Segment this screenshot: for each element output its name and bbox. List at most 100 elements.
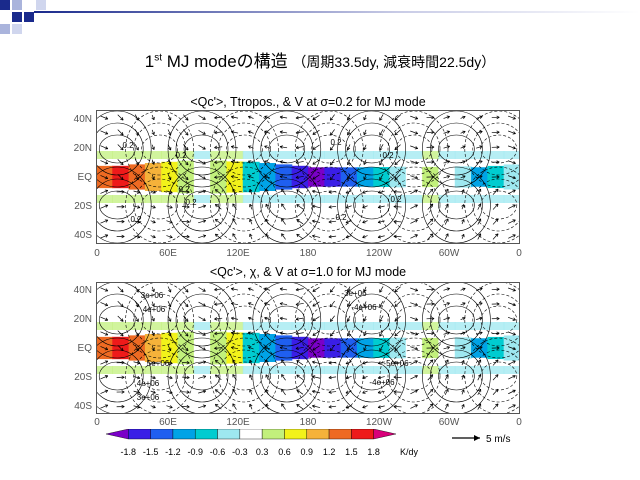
wind-vector	[346, 174, 351, 181]
wind-vector	[264, 302, 271, 306]
wind-vector	[492, 359, 499, 366]
wind-vector	[198, 130, 206, 135]
wind-vector	[181, 205, 190, 209]
contour-line	[141, 190, 178, 220]
panel2-plot: 3e+06 4e+06 5e+06 4e+06 3e+06 -3e+06 -4e+06 -5e…	[96, 282, 520, 414]
wind-vector	[181, 220, 190, 224]
wind-vector	[491, 175, 500, 179]
wind-vector	[232, 203, 237, 210]
wind-vector	[394, 286, 401, 293]
wind-vector	[248, 160, 254, 164]
wind-vector	[150, 190, 156, 194]
shaded-cell	[324, 195, 342, 203]
contour-line	[96, 282, 152, 359]
contour-line	[183, 190, 221, 220]
colorbar-swatch	[172, 429, 196, 440]
shaded-cell	[438, 366, 456, 374]
wind-vector	[150, 220, 156, 224]
wind-vector	[427, 403, 434, 410]
contour-line	[141, 361, 178, 391]
contour-line	[353, 190, 390, 220]
wind-vector	[181, 375, 190, 380]
wind-vector	[249, 218, 253, 225]
colorbar-swatch	[150, 429, 174, 440]
wind-vector	[264, 346, 271, 350]
wind-vector	[379, 344, 384, 352]
wind-vector	[394, 129, 401, 136]
wind-vector	[214, 403, 222, 410]
wind-vector	[312, 204, 321, 209]
wind-vector	[476, 115, 483, 119]
wind-vector	[379, 129, 384, 136]
wind-vector	[232, 188, 237, 196]
contour-line	[141, 305, 178, 335]
wind-vector	[345, 235, 352, 239]
shaded-cell	[161, 366, 179, 374]
wind-vector	[377, 390, 385, 394]
wind-vector	[379, 330, 384, 337]
shaded-cell	[405, 195, 423, 203]
wind-vector	[477, 218, 482, 225]
contour-line	[438, 305, 475, 335]
wind-vector	[214, 203, 222, 210]
wind-vector	[214, 145, 223, 150]
wind-vector	[214, 175, 223, 179]
wind-vector	[133, 205, 141, 209]
wind-vector	[363, 301, 367, 307]
wind-vector	[346, 114, 351, 121]
wind-vector	[477, 374, 482, 381]
wind-vector	[394, 301, 401, 307]
wind-vector	[183, 173, 189, 181]
wind-vector	[166, 235, 173, 239]
wind-vector	[461, 360, 465, 366]
contour-label: -4e+06	[369, 378, 395, 387]
wind-vector	[214, 374, 222, 381]
wind-vector	[133, 405, 141, 409]
wind-vector	[296, 204, 304, 210]
wind-vector	[346, 159, 351, 166]
wind-vector	[362, 205, 368, 209]
colorbar-tick: 0.3	[256, 447, 269, 457]
contour-line	[430, 122, 483, 176]
contour-line	[98, 305, 136, 335]
wind-vector	[312, 301, 320, 307]
contour-label: -3e+06	[341, 289, 367, 298]
wind-vector	[295, 175, 304, 179]
shaded-cell	[356, 366, 374, 374]
wind-vector	[443, 316, 450, 321]
contour-line	[252, 337, 322, 414]
wind-vector	[312, 159, 320, 165]
wind-vector	[248, 175, 254, 179]
contour-line	[480, 134, 518, 164]
wind-vector	[296, 189, 304, 195]
contour-line	[430, 349, 483, 403]
colorbar-swatch	[128, 429, 151, 440]
panel2-title: <Qc'>, χ, & V at σ=1.0 for MJ mode	[209, 265, 407, 279]
panel1-ytick: 20N	[73, 143, 92, 154]
wind-vector	[134, 144, 139, 151]
contour-label: 0.2	[390, 195, 402, 204]
wind-vector	[100, 234, 109, 239]
shaded-cell	[144, 322, 162, 330]
contour-line	[345, 349, 398, 403]
wind-vector	[116, 375, 125, 380]
wind-vector	[183, 129, 189, 136]
contour-line	[353, 361, 390, 391]
wind-vector	[507, 160, 516, 165]
wind-vector	[507, 346, 516, 351]
wind-vector	[198, 360, 207, 365]
wind-vector	[377, 190, 385, 194]
colorbar-tick: -0.6	[210, 447, 226, 457]
wind-vector	[279, 302, 288, 306]
wind-vector	[427, 388, 434, 396]
contour-line	[252, 282, 322, 359]
contour-line	[422, 337, 491, 414]
contour-line	[133, 178, 186, 232]
wind-vector	[214, 115, 223, 120]
wind-vector	[476, 316, 483, 321]
wind-vector	[296, 233, 304, 240]
wind-vector	[198, 174, 206, 180]
wind-vector	[265, 374, 269, 381]
contour-line	[218, 178, 271, 232]
wind-vector	[151, 330, 155, 337]
